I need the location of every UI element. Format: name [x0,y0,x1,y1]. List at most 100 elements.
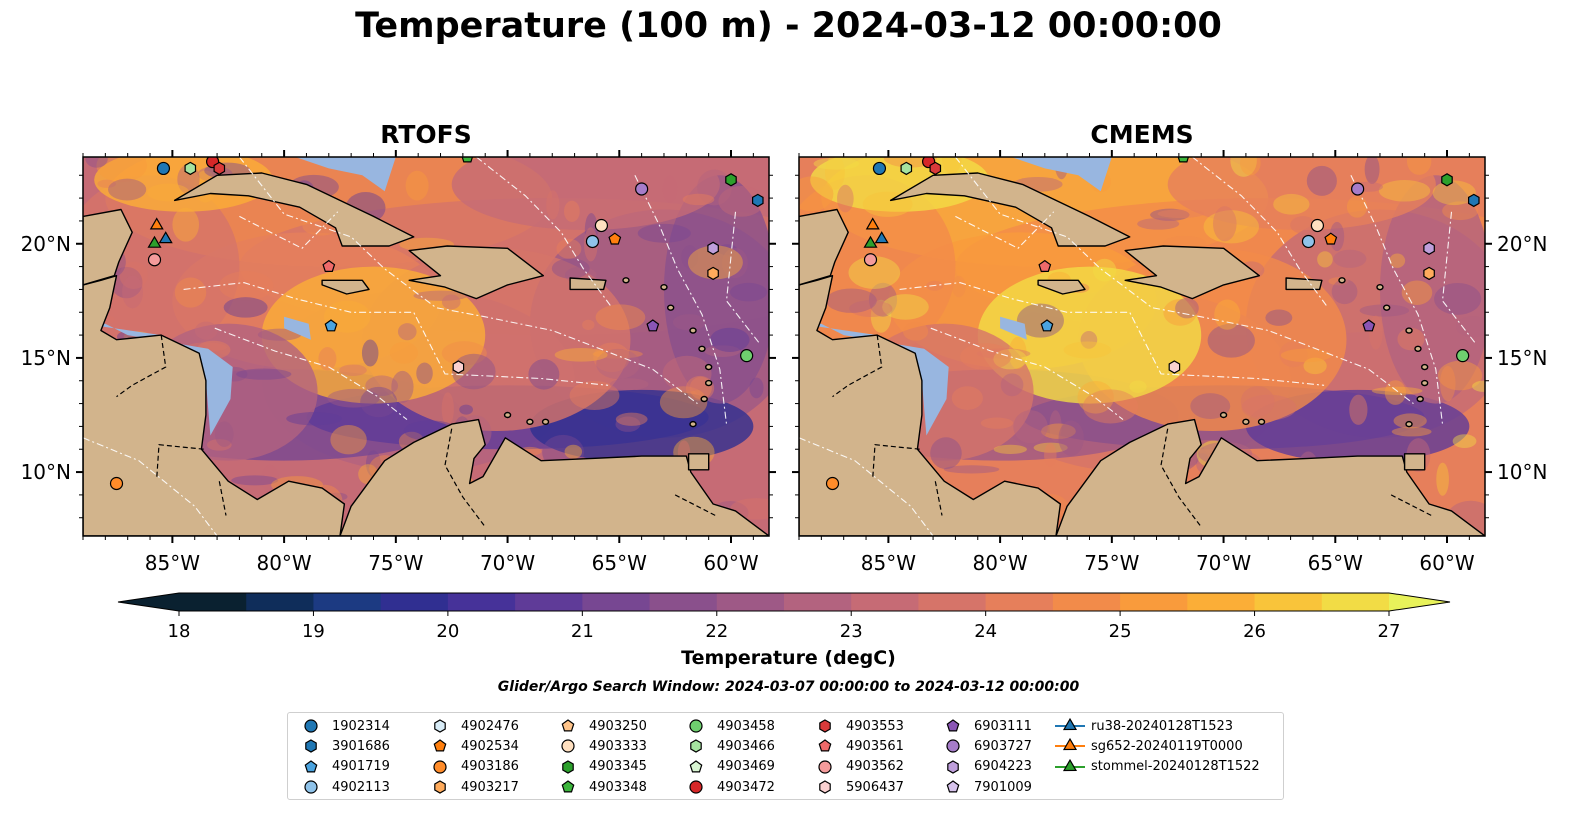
temperature-eddy [1317,251,1333,268]
land-jamaica [1037,279,1086,295]
platform-4903458 [1456,349,1470,363]
legend-item: 4903348 [553,777,647,797]
temperature-eddy [1280,348,1332,363]
temperature-eddy [85,157,108,168]
land-hispaniola [1124,245,1261,300]
island [1414,345,1422,352]
temperature-eddy [902,321,929,341]
pentagon-marker-icon [561,780,575,793]
lat-tick-label: 20°N [1497,232,1547,256]
island [1405,327,1413,334]
land-cuba [889,172,1131,247]
lat-tick-label: 15°N [1497,346,1547,370]
pentagon-marker-icon [946,719,960,732]
platform-4903562 [863,253,878,267]
eez-boundary [799,437,934,536]
lon-tick-label: 80°W [256,551,311,575]
temperature-eddy [681,245,699,269]
platform-6903111 [646,319,660,332]
legend-marker [947,760,959,774]
temperature-eddy [659,386,708,419]
eez-boundary [475,157,611,306]
temperature-eddy [1082,389,1138,424]
platform-4902534 [1324,232,1338,245]
temperature-eddy [223,297,268,318]
temperature-eddy [451,353,496,390]
legend-label: 4903472 [717,779,775,795]
temperature-eddy [96,157,148,183]
legend-item: 4903466 [681,736,775,756]
legend-marker [304,719,318,733]
platform-4903333 [1310,218,1325,233]
temperature-eddy [1364,157,1380,185]
legend-marker [561,719,575,732]
temperature-eddy [662,355,712,392]
country-border [1160,428,1202,528]
colorbar-segment [313,593,382,611]
land-cuba [173,172,415,247]
legend-marker [946,719,960,732]
platform-sg652-20240119T0000 [865,217,880,230]
legend-label: 4903553 [846,718,904,734]
temperature-eddy [837,184,854,213]
temperature-eddy [214,421,234,448]
temperature-patch [810,157,989,212]
temperature-eddy [682,193,715,206]
temperature-eddy [685,375,715,401]
platform-sg652-20240119T0000 [149,217,164,230]
temperature-eddy [1230,157,1257,177]
pentagon-marker-icon [946,780,960,793]
platform-1902314 [872,161,887,176]
search-window-caption: Glider/Argo Search Window: 2024-03-07 00… [497,679,1080,695]
hexagon-marker-icon [819,780,831,794]
circle-marker-icon [561,739,575,754]
legend-label: 6904223 [974,759,1032,775]
colorbar-segment [784,593,852,611]
temperature-eddy [930,437,962,470]
circle-marker-icon [304,719,318,733]
legend-marker [433,739,447,752]
temperature-eddy [97,179,117,189]
platform-3901686 [1467,193,1480,208]
colorbar: 18 19 20 21 22 23 24 25 26 27 [117,592,1451,642]
island [1338,277,1346,284]
triangle-marker-icon [1055,738,1085,751]
platform-legend: 1902314 3901686 4901719 4902113 4902476 49025… [287,712,1284,800]
platform-4901719 [324,319,338,332]
colorbar-segment [447,593,516,611]
shallow-shelf [1000,316,1027,340]
legend-label: stommel-20240128T1522 [1091,759,1260,775]
lon-tick-label: 60°W [703,551,758,575]
temperature-eddy [327,388,380,408]
colorbar-segment [246,593,314,611]
colorbar-extend-low [118,593,179,611]
land-yucatan [799,208,849,286]
temperature-eddy [318,347,337,371]
legend-marker [1062,738,1078,751]
temperature-eddy [1212,206,1237,242]
shallow-shelf [295,157,396,192]
circle-marker-icon [433,760,447,774]
island [660,283,668,291]
temperature-eddy [194,321,218,340]
island [689,327,697,334]
legend-label: 4903250 [589,718,647,734]
island [1420,379,1429,387]
legend-label: 4903561 [846,738,904,754]
temperature-eddy [1391,426,1432,437]
temperature-eddy [849,300,893,317]
temperature-patch [1245,389,1470,463]
hexagon-marker-icon [434,719,446,733]
temperature-eddy [960,343,1012,371]
temperature-eddy [1207,323,1255,358]
colorbar-tick-label: 25 [1109,621,1132,642]
land-central-america [799,275,1062,536]
temperature-eddy [1436,462,1449,496]
legend-label: 4902534 [461,738,519,754]
triangle-marker-icon [1055,758,1085,771]
map-content [83,157,769,536]
temperature-eddy [615,416,641,432]
eez-boundary [955,211,1055,249]
temperature-eddy [1432,180,1476,206]
